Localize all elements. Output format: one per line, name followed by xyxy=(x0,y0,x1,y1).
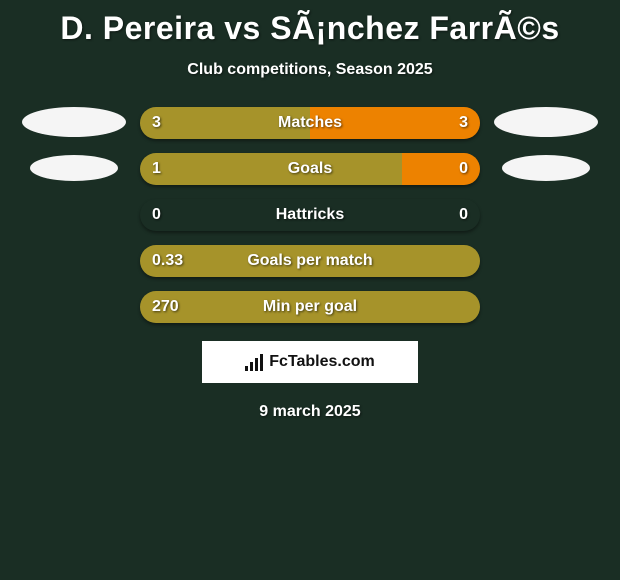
brand-logo-text: FcTables.com xyxy=(269,353,375,371)
left-avatar-column xyxy=(18,107,130,181)
page-title: D. Pereira vs SÃ¡nchez FarrÃ©s xyxy=(0,0,620,47)
stat-bars: Matches33Goals10Hattricks00Goals per mat… xyxy=(140,107,480,323)
stat-value-right: 3 xyxy=(459,107,468,139)
stat-label: Goals per match xyxy=(140,245,480,277)
page-subtitle: Club competitions, Season 2025 xyxy=(0,61,620,79)
stat-label: Goals xyxy=(140,153,480,185)
player-right-avatar-2 xyxy=(502,155,590,181)
stat-row: Goals per match0.33 xyxy=(140,245,480,277)
stat-value-left: 270 xyxy=(152,291,179,323)
brand-logo: FcTables.com xyxy=(202,341,418,383)
right-avatar-column xyxy=(490,107,602,181)
player-left-avatar-1 xyxy=(22,107,126,137)
stat-row: Matches3 3 xyxy=(140,107,480,139)
stat-value-left: 3 xyxy=(152,107,161,139)
player-left-avatar-2 xyxy=(30,155,118,181)
stat-value-left: 0 xyxy=(152,199,161,231)
stat-label: Hattricks xyxy=(140,199,480,231)
stat-row: Min per goal270 xyxy=(140,291,480,323)
stat-row: Goals1 0 xyxy=(140,153,480,185)
stat-value-left: 1 xyxy=(152,153,161,185)
stat-value-right: 0 xyxy=(459,199,468,231)
brand-logo-icon xyxy=(245,353,263,371)
stat-label: Min per goal xyxy=(140,291,480,323)
stat-value-right: 0 xyxy=(459,153,468,185)
player-right-avatar-1 xyxy=(494,107,598,137)
date-label: 9 march 2025 xyxy=(0,403,620,421)
stat-label: Matches xyxy=(140,107,480,139)
stat-row: Hattricks0 0 xyxy=(140,199,480,231)
stat-value-left: 0.33 xyxy=(152,245,183,277)
comparison-content: Matches33Goals10Hattricks00Goals per mat… xyxy=(0,107,620,323)
